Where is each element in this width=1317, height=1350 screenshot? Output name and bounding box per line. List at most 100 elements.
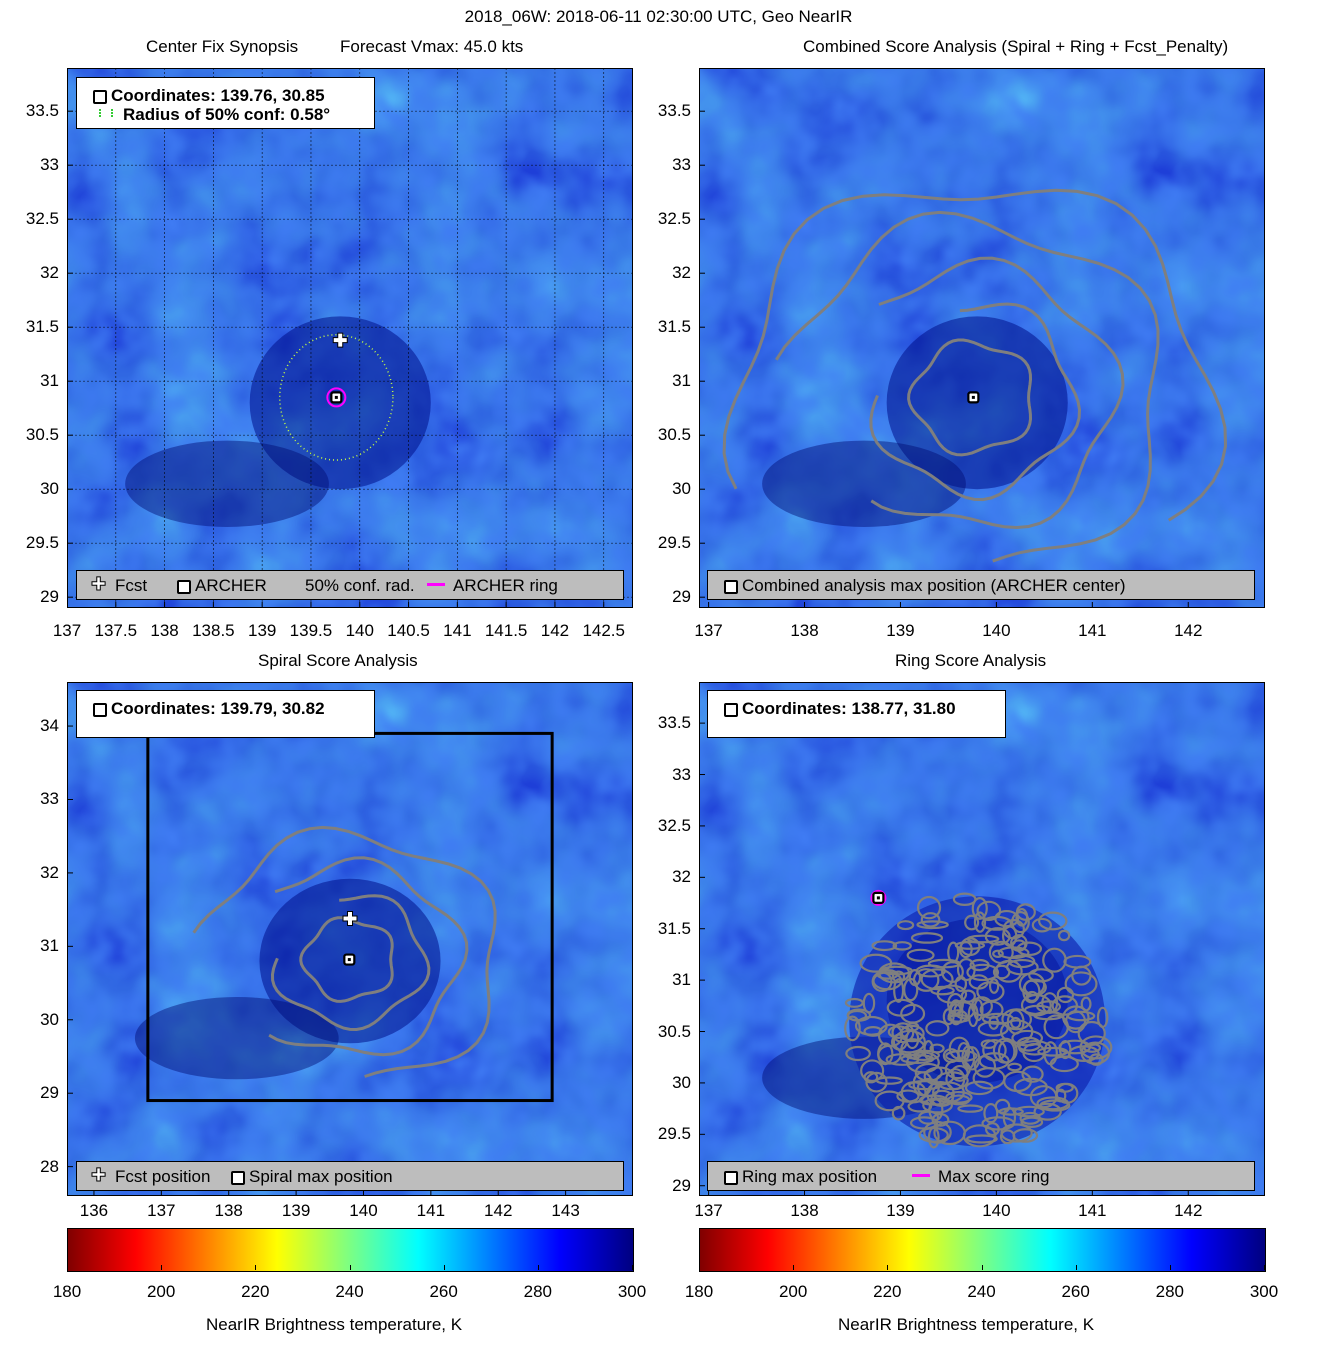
- y-tick-label: 31: [672, 970, 691, 990]
- combined-score-panel: [699, 68, 1265, 608]
- square-marker-icon: [93, 89, 107, 104]
- x-tick-label: 139: [886, 621, 915, 640]
- y-tick-label: 31: [40, 936, 59, 956]
- x-tick-label: 139: [281, 1201, 311, 1220]
- spiral-contour: [268, 856, 469, 1057]
- colorbar-tick: [67, 1265, 68, 1270]
- y-tick-label: 30: [40, 1009, 59, 1029]
- y-tick-label: 33: [672, 764, 691, 784]
- x-tick-label: 141.5: [484, 621, 528, 640]
- x-tick-label: 141: [443, 621, 472, 640]
- colorbar-tick: [981, 1265, 983, 1270]
- square-marker-icon: [724, 579, 738, 594]
- panel1-title-left: Center Fix Synopsis: [146, 37, 299, 56]
- legend-conf: 50% conf. rad.: [305, 576, 415, 596]
- y-tick-label: 34: [40, 716, 59, 736]
- square-marker-icon: [724, 702, 738, 717]
- x-tick-label: 137: [694, 1201, 723, 1220]
- plus-icon: ✚: [90, 574, 107, 595]
- colorbar-left: [67, 1228, 634, 1272]
- archer-ring: [326, 387, 347, 408]
- x-tick-label: 137: [147, 1201, 176, 1220]
- combined-contour: [775, 210, 1160, 563]
- x-tick-label: 138: [150, 621, 179, 640]
- colorbar-tick-label: 180: [684, 1282, 714, 1301]
- legend-combined-max: Combined analysis max position (ARCHER c…: [724, 576, 1126, 596]
- y-tick-label: 28: [40, 1156, 59, 1176]
- x-tick-label: 142: [484, 1201, 513, 1220]
- square-marker-icon: [231, 1170, 245, 1185]
- y-tick-label: 29.5: [657, 533, 691, 553]
- y-tick-label: 30: [40, 479, 59, 499]
- legend-ring-text: ARCHER ring: [453, 576, 558, 595]
- colorbar-tick: [632, 1265, 633, 1270]
- y-tick-label: 33.5: [25, 101, 59, 121]
- colorbar-tick-label: 260: [429, 1282, 458, 1301]
- y-tick-label: 32.5: [25, 209, 59, 229]
- colorbar-tick-label: 300: [617, 1282, 647, 1301]
- colorbar-tick: [349, 1265, 351, 1270]
- colorbar-right-label: NearIR Brightness temperature, K: [838, 1315, 1095, 1334]
- spiral-legend: Fcst position ✚ Spiral max position: [76, 1161, 624, 1191]
- x-tick-label: 142: [540, 621, 570, 640]
- y-tick-label: 30: [672, 1072, 691, 1092]
- panel1-title-right: Forecast Vmax: 45.0 kts: [340, 37, 524, 56]
- spiral-max-marker: [343, 953, 356, 966]
- colorbar-tick-label: 200: [778, 1282, 808, 1301]
- colorbar-tick-label: 240: [967, 1282, 996, 1301]
- x-tick-label: 140: [349, 1201, 378, 1220]
- ring-score-panel: [699, 682, 1265, 1196]
- spiral-contour: [299, 916, 394, 1003]
- x-tick-label: 139: [247, 621, 277, 640]
- legend-fcst-position: Fcst position ✚: [89, 1165, 211, 1187]
- x-tick-label: 142.5: [582, 621, 625, 640]
- colorbar-tick-label: 220: [873, 1282, 902, 1301]
- x-tick-label: 136: [79, 1201, 109, 1220]
- x-tick-label: 139: [886, 1201, 915, 1220]
- confidence-circle: [278, 334, 394, 461]
- colorbar-tick: [537, 1265, 539, 1270]
- panel3-title: Spiral Score Analysis: [258, 651, 418, 670]
- y-tick-label: 31.5: [657, 918, 691, 938]
- x-tick-label: 140: [345, 621, 374, 640]
- x-tick-label: 141: [1078, 1201, 1107, 1220]
- legend-ring-max: Ring max position: [724, 1167, 877, 1187]
- combined-contour: [722, 188, 1228, 522]
- colorbar-tick-label: 280: [523, 1282, 553, 1301]
- colorbar-right: [699, 1228, 1266, 1272]
- y-tick-label: 31: [40, 371, 59, 391]
- figure-title: 2018_06W: 2018-06-11 02:30:00 UTC, Geo N…: [464, 7, 853, 26]
- dotted-line-icon: [99, 109, 113, 117]
- x-tick-label: 139.5: [289, 621, 333, 640]
- x-tick-label: 143: [551, 1201, 580, 1220]
- y-tick-label: 30.5: [657, 425, 691, 445]
- y-tick-label: 31: [672, 371, 691, 391]
- spiral-score-panel: [67, 682, 633, 1196]
- coordinates-label: Coordinates: 138.77, 31.80: [724, 699, 956, 719]
- colorbar-tick-label: 200: [146, 1282, 176, 1301]
- colorbar-tick: [255, 1265, 257, 1270]
- colorbar-tick: [161, 1265, 163, 1270]
- legend-ring: ARCHER ring: [427, 576, 558, 596]
- radius-label: Radius of 50% conf: 0.58°: [99, 105, 330, 125]
- legend-max-score-ring-text: Max score ring: [938, 1167, 1050, 1186]
- combined-contour: [869, 302, 1082, 502]
- x-tick-label: 141: [1078, 621, 1107, 640]
- colorbar-tick: [887, 1265, 889, 1270]
- x-tick-label: 137.5: [94, 621, 138, 640]
- colorbar-tick: [793, 1265, 795, 1270]
- center-fix-panel: [67, 68, 633, 608]
- legend-fcst-position-text: Fcst position: [115, 1167, 211, 1186]
- x-tick-label: 138.5: [192, 621, 235, 640]
- magenta-line-icon: [912, 1174, 930, 1177]
- ring-legend: Ring max position Max score ring: [707, 1161, 1255, 1191]
- max-score-ring: [870, 889, 887, 906]
- ring-info-box: Coordinates: 138.77, 31.80: [707, 690, 1006, 738]
- y-tick-label: 30.5: [25, 425, 59, 445]
- x-tick-label: 138: [790, 1201, 819, 1220]
- legend-fcst-text: Fcst: [115, 576, 148, 595]
- coordinates-label-text: Coordinates: 138.77, 31.80: [742, 699, 956, 718]
- coordinates-label-text: Coordinates: 139.79, 30.82: [111, 699, 325, 718]
- forecast-marker: [342, 910, 358, 926]
- y-tick-label: 32.5: [657, 815, 691, 835]
